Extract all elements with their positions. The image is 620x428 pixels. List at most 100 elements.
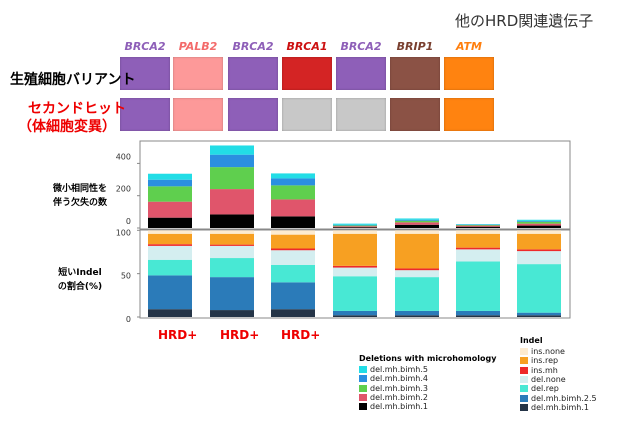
bottom-chart-ylabel: 短いIndel の割合(%) [40, 266, 120, 294]
bar-segment-del-mh-bimh-2-5 [271, 282, 315, 310]
bar-segment-del-rep [333, 276, 377, 311]
legend-item: del.mh.bimh.1 [359, 402, 496, 411]
bar-segment-ins-mh [333, 265, 377, 268]
legend-item: del.mh.bimh.1 [520, 403, 597, 412]
legend-label: del.rep [531, 384, 559, 394]
legend-swatch [359, 375, 367, 383]
bar-segment-del-rep [148, 259, 192, 276]
hrd-label: HRD+ [281, 328, 321, 342]
bar-segment-del-mh-bimh-3 [395, 220, 439, 223]
bar-segment-del-rep [271, 264, 315, 283]
bar-segment-del-mh-bimh-1 [271, 216, 315, 228]
bar-segment-del-none [271, 250, 315, 265]
bar-segment-ins-mh [271, 248, 315, 251]
bar-segment-ins-mh [395, 268, 439, 271]
bar-segment-ins-mh [456, 247, 500, 250]
gene-label: ATM [456, 40, 482, 53]
legend-item: ins.none [520, 347, 597, 356]
y-tick-label: 0 [126, 315, 131, 324]
bar-segment-del-mh-bimh-5 [148, 173, 192, 180]
bar-segment-del-mh-bimh-3 [148, 186, 192, 202]
bar-segment-del-mh-bimh-4 [210, 154, 254, 168]
germline-cell [120, 57, 170, 90]
row-label-somatic: （体細胞変異） [18, 119, 116, 135]
top-chart-ylabel: 微小相同性を 伴う欠失の数 [40, 182, 120, 210]
bar-segment-del-mh-bimh-4 [333, 224, 377, 226]
legend-item: del.mh.bimh.5 [359, 365, 496, 374]
bar-segment-del-mh-bimh-1 [456, 315, 500, 317]
bar-segment-ins-rep [210, 233, 254, 245]
legend-item: del.mh.bimh.4 [359, 374, 496, 383]
legend-label: ins.rep [531, 356, 559, 366]
bar-segment-del-mh-bimh-2-5 [333, 310, 377, 316]
second-hit-cell [228, 98, 278, 131]
bar-segment-ins-none [271, 230, 315, 235]
bar-segment-del-rep [517, 264, 561, 313]
bar-segment-del-mh-bimh-1 [333, 315, 377, 317]
bar-segment-del-none [517, 251, 561, 265]
y-tick-label: 50 [121, 272, 131, 281]
bar-segment-del-none [395, 270, 439, 278]
bar-segment-ins-mh [517, 249, 561, 252]
germline-cell [390, 57, 440, 90]
bar-segment-ins-none [333, 230, 377, 234]
bar-segment-ins-rep [517, 233, 561, 250]
legend-swatch [359, 403, 367, 411]
ylabel-line: の割合(%) [57, 282, 103, 292]
bar-segment-ins-rep [333, 233, 377, 266]
row-label-second-hit: セカンドヒット [28, 101, 126, 117]
bar-segment-del-mh-bimh-1 [395, 315, 439, 317]
bar-segment-del-mh-bimh-3 [271, 185, 315, 200]
legend-label: del.mh.bimh.2 [370, 393, 428, 403]
legend-item: del.rep [520, 384, 597, 393]
legend-label: del.mh.bimh.2.5 [531, 393, 597, 403]
legend-label: ins.mh [531, 365, 558, 375]
bar-segment-del-mh-bimh-2 [333, 226, 377, 228]
bar-segment-ins-rep [395, 233, 439, 269]
bar-segment-del-mh-bimh-2 [456, 225, 500, 227]
legend-item: del.mh.bimh.2 [359, 393, 496, 402]
bar-segment-del-mh-bimh-1 [210, 214, 254, 228]
germline-cell [228, 57, 278, 90]
second-hit-cell [390, 98, 440, 131]
legend-label: del.mh.bimh.1 [531, 402, 589, 412]
ylabel-line: 微小相同性を [52, 184, 107, 194]
bar-segment-del-mh-bimh-2 [271, 199, 315, 217]
gene-label: BRCA1 [286, 40, 328, 53]
bar-segment-del-mh-bimh-5 [271, 173, 315, 179]
hrd-label: HRD+ [220, 328, 260, 342]
second-hit-cell [336, 98, 386, 131]
y-tick-label: 100 [116, 228, 131, 237]
bar-segment-ins-none [517, 230, 561, 234]
legend-item: del.mh.bimh.3 [359, 384, 496, 393]
bar-segment-del-mh-bimh-1 [210, 310, 254, 317]
bar-segment-del-mh-bimh-5 [333, 223, 377, 225]
bar-segment-del-mh-bimh-4 [148, 179, 192, 187]
y-tick-label: 200 [116, 185, 131, 194]
legend-label: del.none [531, 375, 566, 385]
ylabel-line: 短いIndel [58, 268, 102, 278]
gene-label: PALB2 [178, 40, 218, 53]
bar-segment-del-mh-bimh-1 [517, 225, 561, 228]
bar-segment-del-rep [395, 277, 439, 311]
legend-swatch [359, 384, 367, 392]
gene-label: BRCA2 [124, 40, 166, 53]
legend-swatch [520, 394, 528, 402]
bar-segment-del-mh-bimh-4 [395, 219, 439, 221]
germline-cell [336, 57, 386, 90]
second-hit-cell [173, 98, 223, 131]
bar-segment-del-mh-bimh-2 [517, 223, 561, 226]
gene-label: BRCA2 [232, 40, 274, 53]
bar-segment-del-mh-bimh-2-5 [210, 277, 254, 311]
legend-label: ins.none [531, 347, 565, 357]
bar-segment-ins-none [210, 230, 254, 234]
second-hit-cell [444, 98, 494, 131]
ylabel-line: 伴う欠失の数 [52, 198, 107, 208]
bar-segment-del-mh-bimh-1 [456, 226, 500, 228]
bar-segment-del-rep [210, 258, 254, 278]
bar-segment-del-mh-bimh-5 [210, 145, 254, 155]
bar-segment-del-mh-bimh-2-5 [517, 312, 561, 316]
legend-label: del.mh.bimh.1 [370, 402, 428, 412]
